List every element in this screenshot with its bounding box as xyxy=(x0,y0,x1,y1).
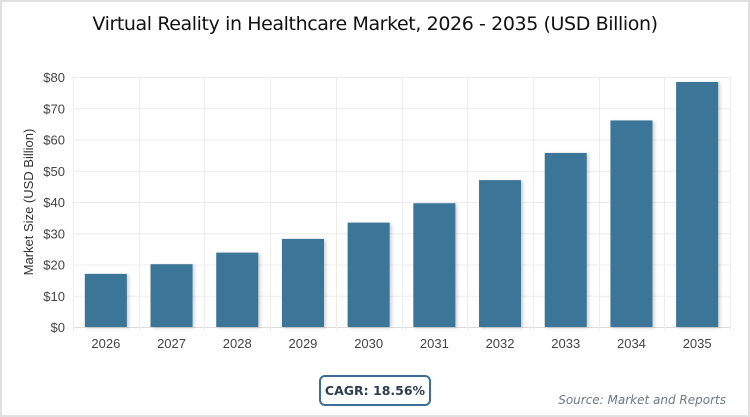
x-tick-label: 2027 xyxy=(157,336,186,351)
y-tick-label: $40 xyxy=(43,195,65,210)
x-tick-label: 2034 xyxy=(617,336,646,351)
bar-2035 xyxy=(676,82,719,327)
x-tick-label: 2033 xyxy=(551,336,580,351)
x-tick-label: 2035 xyxy=(683,336,712,351)
x-tick-label: 2029 xyxy=(288,336,317,351)
y-tick-label: $50 xyxy=(43,164,65,179)
y-tick-label: $60 xyxy=(43,133,65,148)
x-axis-ticks: 2026 2027 2028 2029 2030 2031 2032 2033 2034 2035 xyxy=(91,336,711,351)
cagr-badge: CAGR: 18.56% xyxy=(319,375,431,406)
bar-2032 xyxy=(479,180,522,327)
bar-2030 xyxy=(347,222,390,327)
bar-2033 xyxy=(544,152,587,327)
x-tick-label: 2031 xyxy=(420,336,449,351)
bar-2028 xyxy=(216,252,259,327)
bar-2034 xyxy=(610,120,653,327)
y-tick-label: $70 xyxy=(43,101,65,116)
y-axis-ticks: $0 $10 $20 $30 $40 $50 $60 $70 $80 xyxy=(43,70,65,335)
x-tick-label: 2030 xyxy=(354,336,383,351)
bars xyxy=(84,82,719,327)
y-tick-label: $30 xyxy=(43,226,65,241)
y-tick-label: $80 xyxy=(43,70,65,85)
x-tick-label: 2028 xyxy=(223,336,252,351)
bar-2027 xyxy=(150,264,193,327)
y-tick-label: $20 xyxy=(43,258,65,273)
source-note: Source: Market and Reports xyxy=(558,393,726,407)
y-axis-label: Market Size (USD Billion) xyxy=(21,129,36,276)
x-tick-label: 2032 xyxy=(486,336,515,351)
y-tick-label: $0 xyxy=(51,320,65,335)
bar-2031 xyxy=(413,203,456,327)
x-tick-label: 2026 xyxy=(91,336,120,351)
chart-title: Virtual Reality in Healthcare Market, 20… xyxy=(92,13,658,35)
bar-2029 xyxy=(281,238,324,327)
bar-2026 xyxy=(84,273,127,327)
y-tick-label: $10 xyxy=(43,289,65,304)
